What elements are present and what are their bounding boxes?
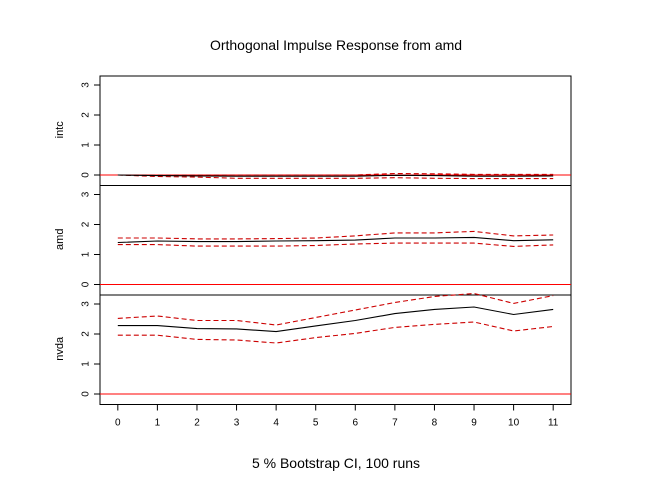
panel-label-intc: intc (54, 121, 66, 139)
x-tick-label: 1 (155, 418, 161, 429)
panel-frame (99, 294, 572, 405)
panel-nvda: 0 1 2 3 nvda (54, 292, 572, 405)
ci-upper-line (117, 292, 554, 326)
y-tick-label: 1 (81, 251, 92, 257)
x-tick-label: 0 (115, 418, 121, 429)
panel-frame (99, 75, 572, 186)
y-tick-label: 2 (81, 331, 92, 337)
panels-group: 0 1 2 3 intc 0 1 2 3 amd 0 1 2 3 nvda (54, 75, 572, 405)
ci-lower-line (117, 242, 554, 247)
x-tick-label: 3 (234, 418, 240, 429)
y-tick-label: 2 (81, 221, 92, 227)
y-tick-label: 2 (81, 112, 92, 118)
chart-footer: 5 % Bootstrap CI, 100 runs (252, 455, 420, 471)
y-tick-label: 0 (81, 391, 92, 397)
x-tick-label: 7 (392, 418, 398, 429)
x-axis: 0 1 2 3 4 5 6 7 8 9 10 11 (115, 404, 559, 429)
ci-upper-line (117, 172, 554, 176)
response-line (117, 306, 554, 333)
x-tick-label: 5 (313, 418, 319, 429)
y-tick-label: 0 (81, 172, 92, 178)
y-tick-label: 3 (81, 301, 92, 307)
panel-amd: 0 1 2 3 amd (54, 185, 572, 296)
x-tick-label: 6 (353, 418, 359, 429)
x-tick-label: 2 (194, 418, 200, 429)
response-line (117, 174, 554, 177)
x-tick-label: 8 (432, 418, 438, 429)
y-tick-label: 3 (81, 191, 92, 197)
panel-intc: 0 1 2 3 intc (54, 75, 572, 186)
y-tick-label: 0 (81, 281, 92, 287)
panel-label-nvda: nvda (54, 336, 66, 361)
y-tick-label: 1 (81, 361, 92, 367)
x-tick-label: 4 (273, 418, 279, 429)
y-tick-label: 3 (81, 82, 92, 88)
y-tick-label: 1 (81, 142, 92, 148)
ci-upper-line (117, 230, 554, 240)
ci-lower-line (117, 174, 554, 180)
x-tick-label: 10 (508, 418, 520, 429)
response-line (117, 236, 554, 244)
ci-lower-line (117, 321, 554, 344)
chart-title: Orthogonal Impulse Response from amd (210, 37, 462, 53)
x-tick-label: 9 (471, 418, 477, 429)
x-tick-label: 11 (548, 418, 559, 429)
panel-label-amd: amd (54, 229, 66, 250)
